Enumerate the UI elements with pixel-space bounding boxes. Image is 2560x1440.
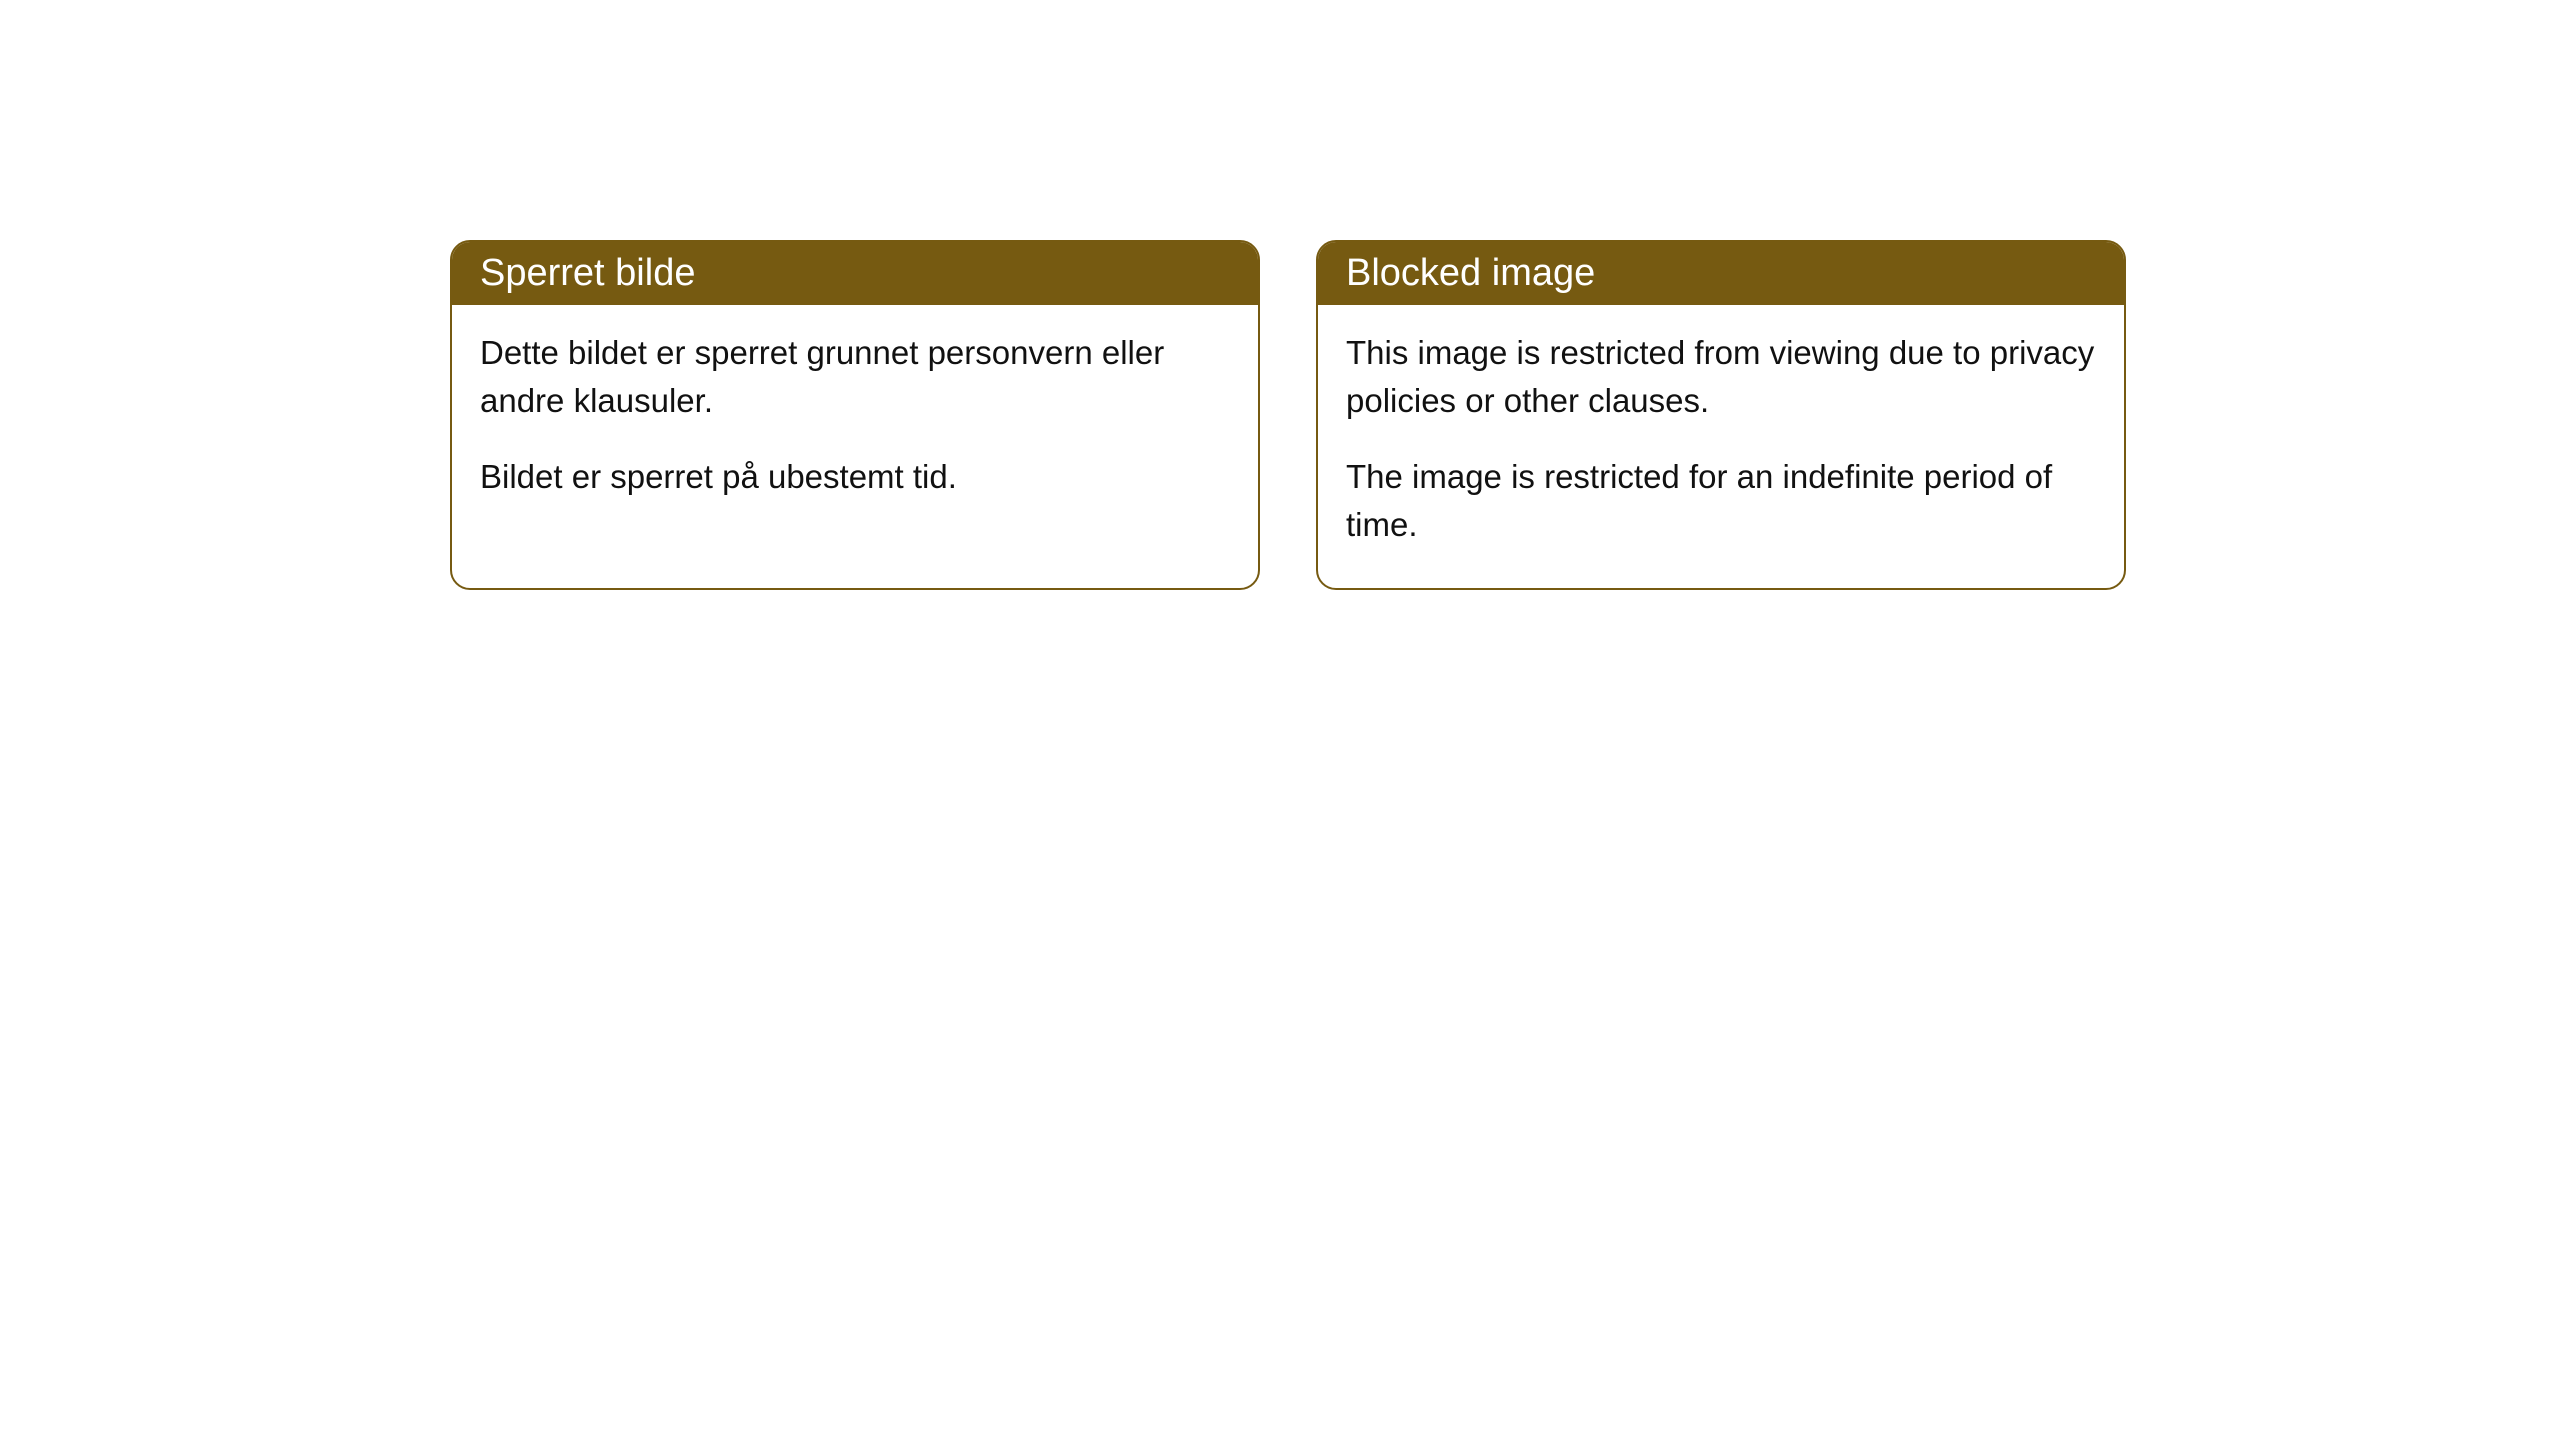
notice-header-norwegian: Sperret bilde: [452, 242, 1258, 305]
notice-body-english: This image is restricted from viewing du…: [1318, 305, 2124, 588]
notice-para2-english: The image is restricted for an indefinit…: [1346, 453, 2096, 549]
notice-card-norwegian: Sperret bilde Dette bildet er sperret gr…: [450, 240, 1260, 590]
notice-title-norwegian: Sperret bilde: [480, 252, 695, 294]
notice-para2-norwegian: Bildet er sperret på ubestemt tid.: [480, 453, 1230, 501]
notice-container: Sperret bilde Dette bildet er sperret gr…: [450, 240, 2126, 590]
notice-header-english: Blocked image: [1318, 242, 2124, 305]
notice-para1-english: This image is restricted from viewing du…: [1346, 329, 2096, 425]
notice-body-norwegian: Dette bildet er sperret grunnet personve…: [452, 305, 1258, 541]
notice-title-english: Blocked image: [1346, 252, 1595, 294]
notice-card-english: Blocked image This image is restricted f…: [1316, 240, 2126, 590]
notice-para1-norwegian: Dette bildet er sperret grunnet personve…: [480, 329, 1230, 425]
